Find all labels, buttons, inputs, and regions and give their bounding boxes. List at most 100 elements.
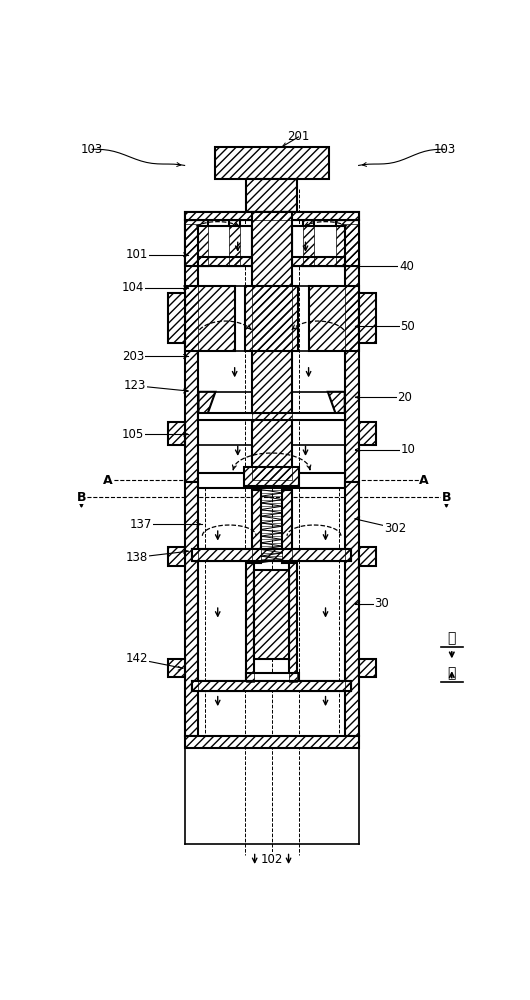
Text: 上: 上 bbox=[448, 631, 456, 645]
Bar bbox=[359, 547, 376, 566]
Bar bbox=[184, 736, 359, 748]
Bar bbox=[246, 563, 254, 682]
Bar bbox=[244, 466, 299, 486]
Bar bbox=[198, 413, 345, 420]
Bar bbox=[192, 681, 351, 691]
Bar bbox=[229, 220, 240, 266]
Text: 10: 10 bbox=[401, 443, 416, 456]
Bar bbox=[229, 220, 240, 266]
Bar bbox=[345, 482, 359, 736]
Bar bbox=[184, 220, 208, 266]
Bar bbox=[246, 179, 297, 212]
Text: 103: 103 bbox=[434, 143, 456, 156]
Bar bbox=[308, 286, 359, 351]
Bar bbox=[252, 490, 261, 563]
Bar bbox=[244, 466, 299, 486]
Text: 20: 20 bbox=[398, 391, 412, 404]
Bar bbox=[198, 257, 252, 266]
Bar bbox=[252, 212, 292, 480]
Bar bbox=[254, 570, 289, 659]
Bar bbox=[359, 659, 376, 677]
Text: 137: 137 bbox=[129, 518, 152, 531]
Bar bbox=[246, 563, 254, 682]
Bar bbox=[289, 563, 297, 682]
Bar bbox=[198, 257, 252, 266]
Bar bbox=[345, 224, 359, 482]
Bar bbox=[345, 224, 359, 482]
Bar bbox=[184, 286, 235, 351]
Text: 302: 302 bbox=[384, 522, 406, 535]
Bar bbox=[184, 286, 235, 351]
Polygon shape bbox=[198, 392, 215, 413]
Bar bbox=[335, 220, 359, 266]
Bar bbox=[184, 220, 208, 266]
Bar bbox=[246, 179, 297, 212]
Text: 138: 138 bbox=[126, 551, 148, 564]
Text: 103: 103 bbox=[81, 143, 103, 156]
Bar bbox=[198, 473, 345, 488]
Bar bbox=[167, 547, 184, 566]
Bar bbox=[192, 549, 351, 561]
Bar bbox=[303, 220, 314, 266]
Bar bbox=[184, 482, 198, 736]
Text: A: A bbox=[103, 474, 112, 487]
Text: 104: 104 bbox=[122, 281, 144, 294]
Bar bbox=[167, 659, 184, 677]
Bar bbox=[252, 490, 261, 563]
Text: 123: 123 bbox=[124, 379, 146, 392]
Bar bbox=[359, 547, 376, 566]
Text: 101: 101 bbox=[126, 248, 148, 261]
Bar bbox=[167, 659, 184, 677]
Bar bbox=[184, 212, 359, 220]
Bar bbox=[215, 147, 329, 179]
Bar bbox=[192, 549, 351, 561]
Bar bbox=[303, 220, 314, 266]
Bar bbox=[184, 482, 198, 736]
Bar bbox=[335, 220, 359, 266]
Bar bbox=[254, 570, 289, 659]
Bar bbox=[198, 226, 252, 266]
Text: 203: 203 bbox=[122, 350, 144, 363]
Bar bbox=[215, 147, 329, 179]
Text: A: A bbox=[419, 474, 429, 487]
Bar bbox=[192, 681, 351, 691]
Text: 142: 142 bbox=[126, 652, 148, 666]
Text: B: B bbox=[77, 491, 86, 504]
Bar bbox=[167, 293, 184, 343]
Text: 102: 102 bbox=[260, 853, 283, 866]
Bar bbox=[184, 224, 198, 482]
Text: 50: 50 bbox=[401, 320, 416, 333]
Bar bbox=[292, 257, 345, 266]
Bar bbox=[167, 422, 184, 445]
Text: 201: 201 bbox=[287, 130, 310, 143]
Bar bbox=[184, 224, 198, 482]
Bar bbox=[184, 736, 359, 748]
Bar bbox=[167, 547, 184, 566]
Bar bbox=[252, 212, 292, 480]
Text: 105: 105 bbox=[122, 428, 144, 441]
Text: 下: 下 bbox=[448, 666, 456, 680]
Bar bbox=[359, 659, 376, 677]
Bar bbox=[245, 286, 298, 351]
Bar bbox=[282, 490, 292, 563]
Bar bbox=[184, 212, 359, 220]
Bar bbox=[292, 257, 345, 266]
Bar bbox=[167, 293, 184, 343]
Bar bbox=[192, 549, 351, 561]
Bar bbox=[184, 212, 359, 220]
Bar bbox=[245, 286, 298, 351]
Text: B: B bbox=[441, 491, 451, 504]
Bar bbox=[289, 563, 297, 682]
Text: 30: 30 bbox=[374, 597, 389, 610]
Bar bbox=[359, 422, 376, 445]
Bar bbox=[167, 422, 184, 445]
Bar bbox=[359, 293, 376, 343]
Bar bbox=[308, 286, 359, 351]
Polygon shape bbox=[328, 392, 345, 413]
Bar bbox=[192, 681, 351, 691]
Bar bbox=[359, 293, 376, 343]
Bar bbox=[292, 226, 345, 266]
Text: 40: 40 bbox=[399, 260, 414, 273]
Bar bbox=[246, 673, 298, 684]
Bar bbox=[282, 490, 292, 563]
